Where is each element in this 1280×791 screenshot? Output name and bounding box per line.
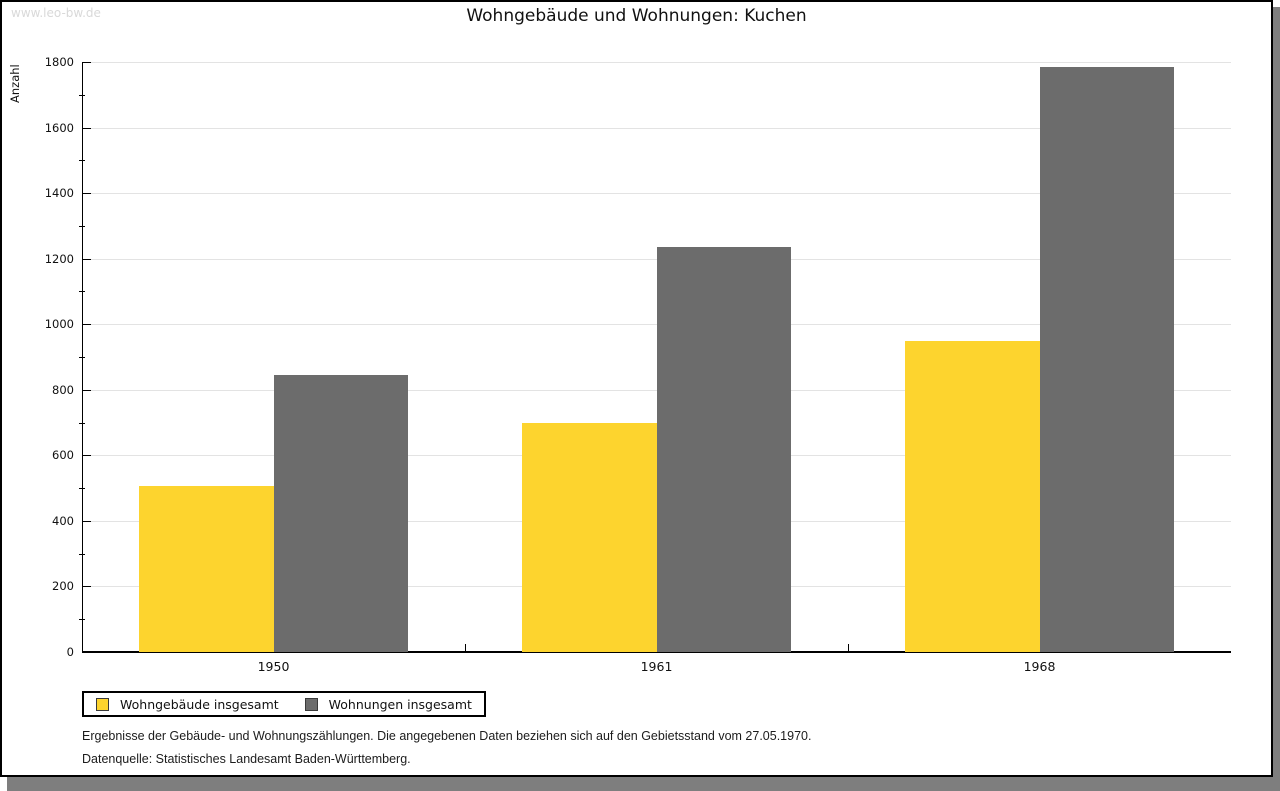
bar-1950-wohngebaeude bbox=[139, 485, 274, 652]
plot-area: 0 200 400 600 800 1000 1200 1400 1600 1800 1950 196… bbox=[45, 55, 1231, 674]
y-tick-label-0: 0 bbox=[66, 645, 74, 659]
bar-1968-wohngebaeude bbox=[905, 341, 1040, 652]
x-category-label-1961: 1961 bbox=[640, 659, 673, 674]
footnote-data-source: Datenquelle: Statistisches Landesamt Bad… bbox=[82, 752, 411, 766]
legend-label-wohnungen: Wohnungen insgesamt bbox=[328, 696, 472, 712]
y-tick-major-1800 bbox=[82, 62, 91, 63]
legend-swatch-wohngebaeude bbox=[96, 697, 109, 711]
watermark-text: www.leo-bw.de bbox=[11, 6, 101, 20]
x-category-label-1950: 1950 bbox=[257, 659, 290, 674]
y-tick-major-400 bbox=[82, 520, 91, 522]
x-tick-boundary-2 bbox=[848, 644, 849, 651]
bar-1961-wohnungen bbox=[656, 246, 791, 652]
y-tick-minor-300 bbox=[79, 553, 85, 555]
y-tick-major-1000 bbox=[82, 324, 91, 326]
legend-box: Wohngebäude insgesamt Wohnungen insgesam… bbox=[82, 691, 486, 717]
y-tick-label-1000: 1000 bbox=[44, 317, 74, 332]
legend-item-wohngebaeude: Wohngebäude insgesamt bbox=[96, 697, 279, 712]
y-tick-major-1600 bbox=[82, 127, 91, 129]
y-tick-label-1800: 1800 bbox=[44, 55, 74, 69]
y-tick-label-1400: 1400 bbox=[44, 186, 74, 201]
y-tick-label-600: 600 bbox=[52, 448, 74, 463]
chart-title: Wohngebäude und Wohnungen: Kuchen bbox=[466, 6, 807, 26]
x-axis-line bbox=[82, 651, 1231, 653]
gridline-1800 bbox=[82, 62, 1231, 63]
y-tick-label-400: 400 bbox=[52, 513, 74, 528]
legend-label-wohngebaeude: Wohngebäude insgesamt bbox=[120, 696, 279, 712]
bar-1968-wohnungen bbox=[1039, 66, 1174, 652]
y-tick-minor-100 bbox=[79, 619, 85, 621]
page-drop-shadow-bottom bbox=[7, 777, 1273, 791]
y-tick-minor-500 bbox=[79, 488, 85, 490]
y-tick-minor-1700 bbox=[79, 94, 85, 96]
legend-swatch-wohnungen bbox=[304, 697, 318, 711]
y-tick-minor-1500 bbox=[79, 160, 85, 162]
y-axis-label: Anzahl bbox=[8, 64, 22, 103]
x-tick-boundary-1 bbox=[465, 644, 466, 651]
y-tick-minor-900 bbox=[79, 357, 85, 358]
y-tick-label-1200: 1200 bbox=[44, 251, 74, 266]
y-tick-major-1200 bbox=[82, 258, 91, 260]
page-drop-shadow-right bbox=[1273, 7, 1280, 791]
y-tick-label-200: 200 bbox=[52, 579, 74, 594]
y-tick-label-1600: 1600 bbox=[44, 120, 74, 135]
gridline-1400 bbox=[82, 193, 1231, 195]
y-tick-major-600 bbox=[82, 455, 91, 457]
x-category-label-1968: 1968 bbox=[1023, 659, 1056, 674]
y-tick-major-1400 bbox=[82, 193, 91, 195]
y-tick-label-800: 800 bbox=[52, 382, 74, 397]
legend-item-wohnungen: Wohnungen insgesamt bbox=[304, 696, 472, 712]
y-tick-minor-1100 bbox=[79, 291, 85, 293]
y-tick-major-800 bbox=[82, 389, 91, 391]
footnote-source-note: Ergebnisse der Gebäude- und Wohnungszähl… bbox=[82, 729, 812, 743]
y-tick-major-200 bbox=[82, 586, 91, 588]
y-tick-minor-1300 bbox=[79, 225, 85, 227]
chart-page: www.leo-bw.de Wohngebäude und Wohnungen:… bbox=[0, 0, 1273, 777]
y-tick-minor-700 bbox=[79, 422, 85, 424]
bar-1961-wohngebaeude bbox=[522, 422, 657, 652]
gridline-1600 bbox=[82, 127, 1231, 129]
bar-1950-wohnungen bbox=[273, 375, 408, 652]
